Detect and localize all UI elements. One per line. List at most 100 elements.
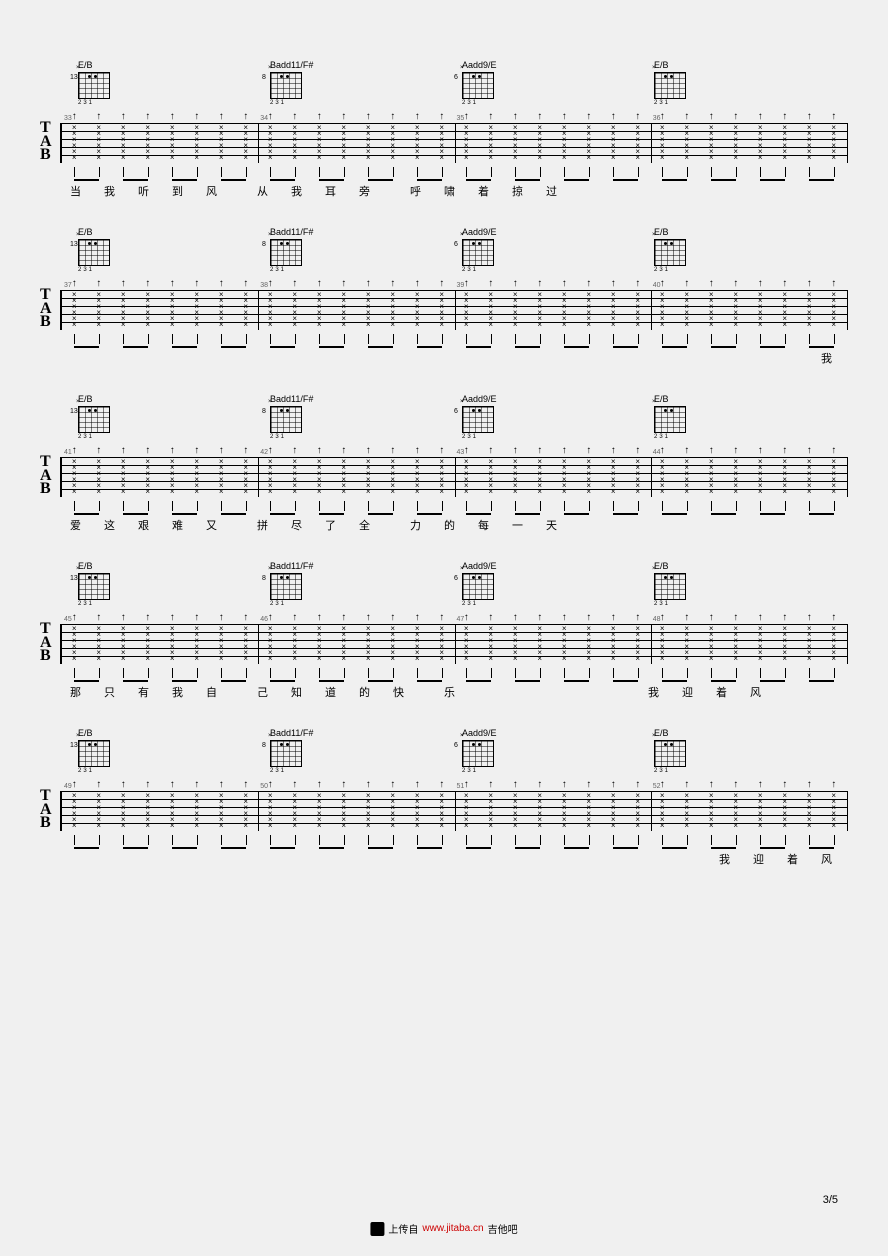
tab-system: E/B 13 × 231 Badd11/F# 8 × 231 Aadd9/E 6…: [40, 728, 848, 867]
tab-beat: ↑××××××: [675, 791, 700, 831]
chord-name: Badd11/F#: [270, 561, 313, 571]
tab-beat: ↑××××××: [724, 290, 749, 330]
tab-beat: ↑××××××: [577, 457, 602, 497]
tab-beat: ↑××××××: [307, 624, 332, 664]
chord-name: E/B: [654, 561, 669, 571]
tab-beat: ↑××××××: [552, 123, 577, 163]
tab-beat: ↑××××××: [454, 123, 479, 163]
tab-beat: ↑××××××: [111, 290, 136, 330]
tab-beat: ↑××××××: [479, 290, 504, 330]
tab-beat: ↑××××××: [822, 123, 847, 163]
tab-beat: ↑××××××: [136, 123, 161, 163]
tab-beat: ↑××××××: [283, 457, 308, 497]
tab-beat: ↑××××××: [136, 290, 161, 330]
tab-beat: ↑××××××: [552, 624, 577, 664]
tab-beat: ↑××××××: [773, 290, 798, 330]
tab-beat: ↑××××××: [528, 457, 553, 497]
tab-beat: ↑××××××: [479, 624, 504, 664]
watermark-prefix: 上传自: [388, 1221, 418, 1236]
chord-name: E/B: [78, 227, 93, 237]
tab-beat: ↑××××××: [405, 791, 430, 831]
lyrics-row: 我: [40, 350, 848, 366]
tab-beat: ↑××××××: [503, 123, 528, 163]
tab-beat: ↑××××××: [626, 624, 651, 664]
tab-beat: ↑××××××: [430, 457, 455, 497]
tab-beat: ↑××××××: [111, 457, 136, 497]
chord-diagram: 13 × 231: [78, 239, 110, 273]
chord-name: E/B: [78, 561, 93, 571]
chord-diagram: 8 × 231: [270, 573, 302, 607]
tab-beat: ↑××××××: [675, 457, 700, 497]
lyrics-row: 当 我 听 到 风 从 我 耳 旁 呼 啸 着 掠 过: [40, 183, 848, 199]
chord-name: E/B: [654, 60, 669, 70]
tab-beat: ↑××××××: [234, 791, 259, 831]
tab-beat: ↑××××××: [797, 457, 822, 497]
tab-beat: ↑××××××: [528, 791, 553, 831]
chord-name: E/B: [78, 60, 93, 70]
chord-diagram: × 231: [654, 406, 686, 440]
tab-beat: ↑××××××: [503, 290, 528, 330]
tab-beat: ↑××××××: [479, 791, 504, 831]
tab-beat: ↑××××××: [724, 457, 749, 497]
tab-beat: ↑××××××: [258, 791, 283, 831]
tab-beat: ↑××××××: [748, 290, 773, 330]
tab-beat: ↑××××××: [234, 123, 259, 163]
tab-beat: ↑××××××: [258, 123, 283, 163]
tab-beat: ↑××××××: [209, 290, 234, 330]
chord-name: Badd11/F#: [270, 60, 313, 70]
tab-beat: ↑××××××: [136, 624, 161, 664]
tab-beat: ↑××××××: [822, 791, 847, 831]
tab-staff: TAB 41424344 ↑××××××↑××××××↑××××××↑×××××…: [40, 449, 848, 509]
chord-name: E/B: [78, 728, 93, 738]
tab-beat: ↑××××××: [797, 123, 822, 163]
tab-beat: ↑××××××: [699, 290, 724, 330]
tab-beat: ↑××××××: [748, 123, 773, 163]
guitar-tab-page: E/B 13 × 231 Badd11/F# 8 × 231 Aadd9/E 6…: [0, 0, 888, 1256]
chord-diagram: 6 × 231: [462, 573, 494, 607]
tab-system: E/B 13 × 231 Badd11/F# 8 × 231 Aadd9/E 6…: [40, 561, 848, 700]
tab-beat: ↑××××××: [62, 624, 87, 664]
watermark-url: www.jitaba.cn: [422, 1223, 483, 1234]
tab-system: E/B 13 × 231 Badd11/F# 8 × 231 Aadd9/E 6…: [40, 394, 848, 533]
tab-system: E/B 13 × 231 Badd11/F# 8 × 231 Aadd9/E 6…: [40, 60, 848, 199]
tab-beat: ↑××××××: [62, 791, 87, 831]
chord-name: E/B: [654, 394, 669, 404]
tab-beat: ↑××××××: [185, 457, 210, 497]
tab-beat: ↑××××××: [87, 290, 112, 330]
tab-label: TAB: [40, 789, 52, 830]
tab-beat: ↑××××××: [234, 457, 259, 497]
tab-beat: ↑××××××: [577, 123, 602, 163]
tab-beat: ↑××××××: [626, 791, 651, 831]
watermark-suffix: 吉他吧: [488, 1221, 518, 1236]
tab-beat: ↑××××××: [724, 624, 749, 664]
tab-beat: ↑××××××: [430, 791, 455, 831]
tab-beat: ↑××××××: [822, 624, 847, 664]
tab-beat: ↑××××××: [209, 624, 234, 664]
tab-beat: ↑××××××: [258, 457, 283, 497]
tab-beat: ↑××××××: [650, 123, 675, 163]
tab-beat: ↑××××××: [552, 791, 577, 831]
tab-beat: ↑××××××: [185, 290, 210, 330]
tab-staff: TAB 33343536 ↑××××××↑××××××↑××××××↑×××××…: [40, 115, 848, 175]
chord-diagram: 8 × 231: [270, 72, 302, 106]
chord-diagram: × 231: [654, 573, 686, 607]
tab-beat: ↑××××××: [454, 791, 479, 831]
chord-diagram: 13 × 231: [78, 740, 110, 774]
tab-label: TAB: [40, 121, 52, 162]
tab-beat: ↑××××××: [675, 123, 700, 163]
chord-diagram: 6 × 231: [462, 406, 494, 440]
tab-beat: ↑××××××: [503, 457, 528, 497]
tab-beat: ↑××××××: [797, 290, 822, 330]
tab-label: TAB: [40, 455, 52, 496]
page-number: 3/5: [823, 1194, 838, 1206]
tab-beat: ↑××××××: [773, 457, 798, 497]
tab-beat: ↑××××××: [650, 290, 675, 330]
tab-beat: ↑××××××: [626, 123, 651, 163]
tab-beat: ↑××××××: [356, 624, 381, 664]
tab-beat: ↑××××××: [381, 791, 406, 831]
tab-beat: ↑××××××: [381, 624, 406, 664]
tab-beat: ↑××××××: [528, 624, 553, 664]
tab-beat: ↑××××××: [748, 457, 773, 497]
tab-beat: ↑××××××: [454, 290, 479, 330]
tab-beat: ↑××××××: [87, 457, 112, 497]
